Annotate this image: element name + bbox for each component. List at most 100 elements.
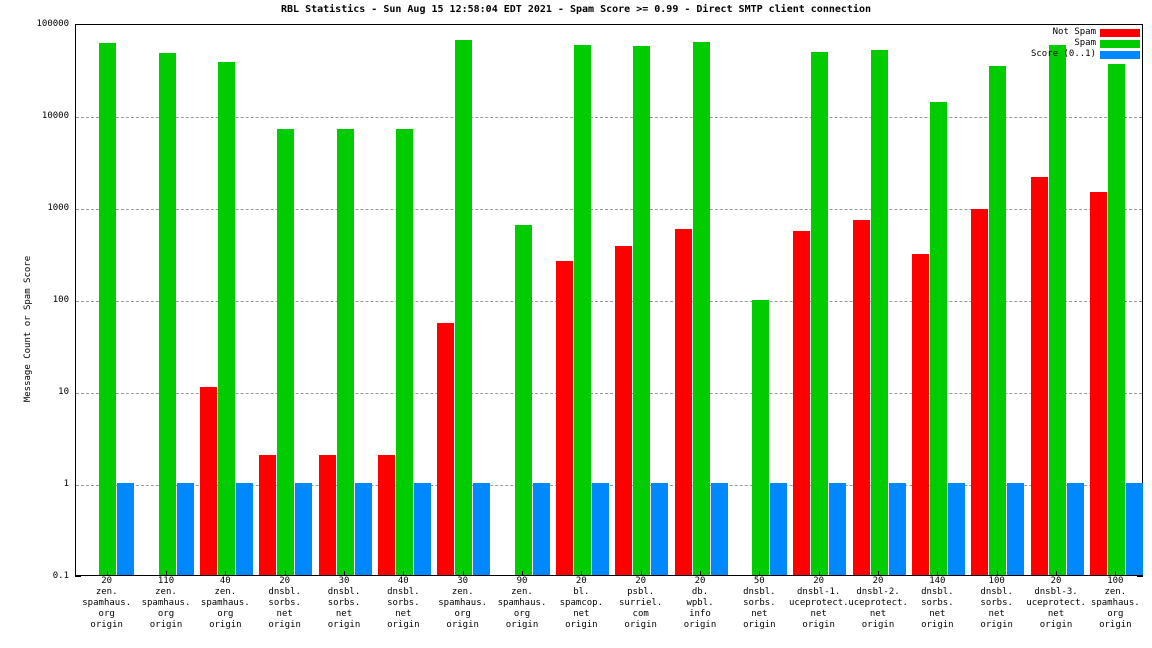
x-tick-line: 100 <box>1107 576 1124 586</box>
x-tick-line: zen. <box>214 587 237 597</box>
bar-score <box>532 483 550 575</box>
y-tick-label: 0.1 <box>52 571 69 581</box>
x-tick-line: org <box>98 609 115 619</box>
x-tick-mark <box>700 571 701 576</box>
x-tick-line: bl. <box>573 587 590 597</box>
legend-item: Score (0..1) <box>1031 50 1140 59</box>
x-tick-label: 110 zen. spamhaus. org origin <box>136 576 195 631</box>
gridline <box>76 117 1142 118</box>
legend-label: Not Spam <box>1052 27 1096 37</box>
legend-item: Not Spam <box>1053 28 1140 37</box>
x-tick-line: 30 <box>457 576 469 586</box>
x-tick-label: 20 dnsbl-2. uceprotect. net origin <box>848 576 908 631</box>
x-tick-line: sorbs. <box>921 598 954 608</box>
bar-group <box>674 25 728 575</box>
x-tick-line: net <box>573 609 590 619</box>
x-tick-mark <box>937 571 939 576</box>
bar-spam <box>811 51 829 575</box>
x-tick-line: net <box>395 609 412 619</box>
x-tick-line: net <box>335 609 353 619</box>
bar-spam <box>692 42 710 575</box>
x-tick-line: 140 <box>929 576 946 586</box>
x-tick-line: dnsbl. <box>743 587 776 597</box>
bar-score <box>354 483 372 575</box>
legend-item: Spam <box>1074 39 1140 48</box>
x-tick-label: 30 dnsbl. sorbs. net origin <box>314 576 373 631</box>
x-tick-line: 40 <box>397 576 409 586</box>
y-tick-label: 100000 <box>36 19 69 29</box>
bar-group <box>852 25 906 575</box>
bar-group <box>318 25 372 575</box>
x-tick-line: 20 <box>872 576 884 586</box>
x-tick-line: net <box>869 609 887 619</box>
x-tick-label: 90 zen. spamhaus. org origin <box>492 576 551 631</box>
bar-score <box>176 483 194 575</box>
x-tick-line: zen. <box>155 587 177 597</box>
bar-score <box>947 483 965 575</box>
bar-group <box>437 25 491 575</box>
bar-group <box>911 25 965 575</box>
bar-spam <box>395 129 413 575</box>
x-tick-label: 20 dnsbl. sorbs. net origin <box>255 576 314 631</box>
x-tick-line: sorbs. <box>327 598 361 608</box>
bar-score <box>888 483 906 575</box>
bar-notspam <box>259 455 277 575</box>
x-tick-line: uceprotect. <box>1026 598 1086 608</box>
x-tick-line: 20 <box>694 576 706 586</box>
bar-spam <box>217 61 235 575</box>
bar-spam <box>514 224 532 575</box>
bar-spam <box>929 101 947 575</box>
x-tick-label: 40 zen. spamhaus. org origin <box>196 576 255 631</box>
x-tick-line: db. <box>691 587 709 597</box>
bar-notspam <box>615 245 633 575</box>
x-tick-line: dnsbl-1. <box>796 587 841 597</box>
bar-notspam <box>377 455 395 575</box>
x-tick-line: spamhaus. <box>497 598 547 608</box>
bar-spam <box>1107 63 1125 575</box>
bar-score <box>295 483 313 575</box>
x-tick-line: origin <box>209 620 242 630</box>
x-tick-mark <box>225 571 227 576</box>
x-tick-label: 30 zen. spamhaus. org origin <box>433 576 492 631</box>
x-tick-line: 20 <box>1050 576 1062 586</box>
x-tick-mark <box>581 571 583 576</box>
bar-score <box>1007 483 1025 575</box>
x-tick-label: 100 dnsbl. sorbs. net origin <box>967 576 1026 631</box>
x-tick-line: zen. <box>451 587 474 597</box>
x-tick-line: org <box>217 609 234 619</box>
x-tick-line: zen. <box>511 587 533 597</box>
x-tick-mark <box>284 571 286 576</box>
x-tick-line: origin <box>1039 620 1073 630</box>
x-tick-mark <box>522 571 523 576</box>
x-tick-label: 20 db. wpbl. info origin <box>670 576 729 631</box>
x-tick-line: info <box>689 609 711 619</box>
x-tick-mark <box>1115 571 1117 576</box>
x-tick-line: 20 <box>279 576 291 586</box>
x-tick-line: net <box>929 609 946 619</box>
bar-group <box>1089 25 1143 575</box>
x-tick-mark <box>878 571 879 576</box>
x-tick-label: 20 bl. spamcop. net origin <box>552 576 611 631</box>
x-tick-line: origin <box>90 620 123 630</box>
x-tick-mark <box>996 571 998 576</box>
legend-label: Spam <box>1074 38 1096 48</box>
x-tick-line: origin <box>683 620 717 630</box>
x-tick-line: org <box>513 609 531 619</box>
bar-notspam <box>793 230 811 575</box>
bar-spam <box>99 43 117 575</box>
bar-group <box>971 25 1025 575</box>
x-tick-line: origin <box>446 620 479 630</box>
x-tick-line: spamhaus. <box>438 598 488 608</box>
bar-notspam <box>199 387 217 575</box>
x-tick-line: origin <box>565 620 598 630</box>
x-tick-line: com <box>632 609 649 619</box>
bar-group <box>555 25 609 575</box>
x-tick-line: net <box>276 609 293 619</box>
x-tick-line: sorbs. <box>268 598 301 608</box>
bar-spam <box>751 299 769 575</box>
x-tick-line: uceprotect. <box>789 598 849 608</box>
x-tick-label: 20 dnsbl-1. uceprotect. net origin <box>789 576 849 631</box>
gridline <box>76 301 1142 302</box>
x-tick-line: net <box>751 609 768 619</box>
x-tick-label: 20 psbl. surriel. com origin <box>611 576 670 631</box>
